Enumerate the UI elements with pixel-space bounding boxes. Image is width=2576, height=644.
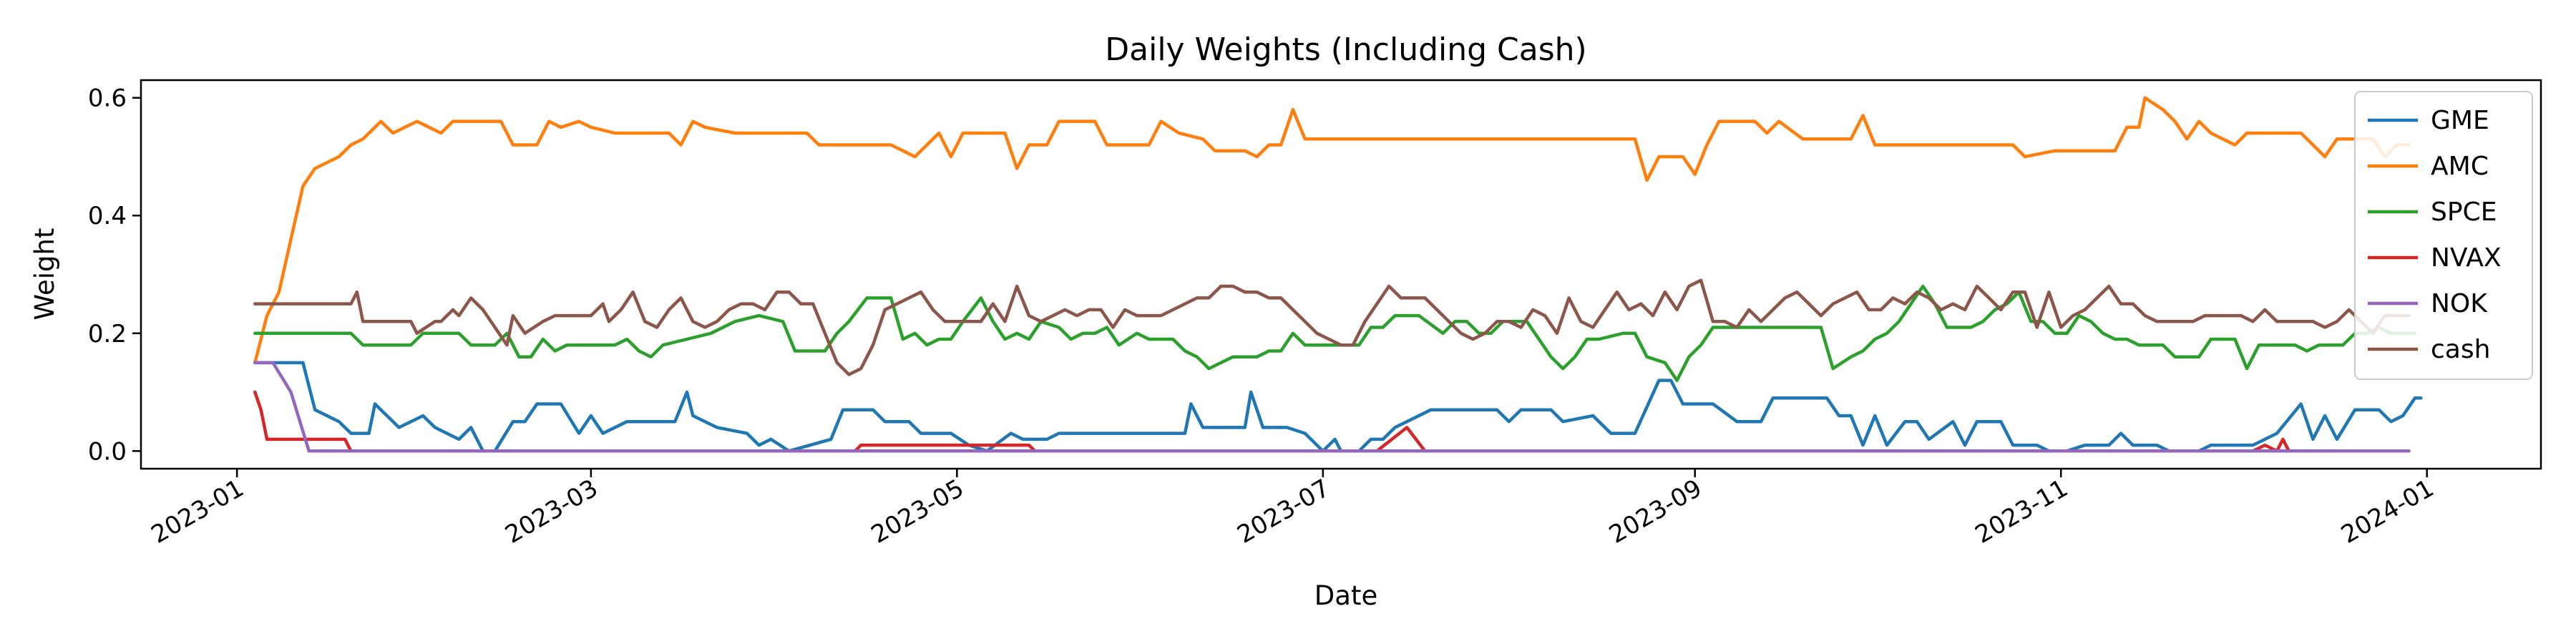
x-axis-label: Date (1314, 580, 1377, 611)
y-tick-label: 0.2 (88, 320, 127, 348)
y-tick-label: 0.0 (88, 437, 127, 466)
x-tick-label: 2024-01 (2336, 474, 2439, 550)
chart-title: Daily Weights (Including Cash) (1105, 31, 1586, 68)
x-tick-label: 2023-09 (1604, 474, 1707, 550)
plot-frame (140, 79, 2542, 470)
series-line-cash (253, 278, 2411, 376)
y-axis-ticks: 0.0 0.2 0.4 0.6 (88, 84, 141, 466)
legend-label-gme: GME (2431, 106, 2489, 135)
x-tick-label: 2023-11 (1971, 474, 2073, 550)
y-axis-label: Weight (29, 228, 60, 321)
x-tick-label: 2023-01 (147, 474, 249, 550)
legend-label-nok: NOK (2431, 289, 2488, 318)
legend: GME AMC SPCE NVAX NOK cash (2354, 91, 2533, 380)
series-line-gme (253, 361, 2423, 453)
legend-label-amc: AMC (2431, 152, 2489, 181)
x-tick-label: 2023-05 (867, 474, 969, 550)
x-tick-label: 2023-07 (1232, 474, 1335, 550)
series-line-amc (253, 96, 2411, 365)
series-layer (253, 96, 2423, 453)
legend-label-nvax: NVAX (2431, 243, 2502, 273)
series-line-nok (253, 361, 2411, 453)
legend-box (2354, 91, 2533, 380)
y-tick-label: 0.6 (88, 84, 127, 113)
legend-label-spce: SPCE (2431, 197, 2497, 227)
series-line-spce (253, 284, 2417, 382)
x-axis-ticks: 2023-01 2023-03 2023-05 2023-07 2023-09 2023-… (147, 469, 2439, 550)
y-tick-label: 0.4 (88, 202, 127, 230)
legend-label-cash: cash (2431, 335, 2490, 364)
x-tick-label: 2023-03 (500, 474, 602, 550)
